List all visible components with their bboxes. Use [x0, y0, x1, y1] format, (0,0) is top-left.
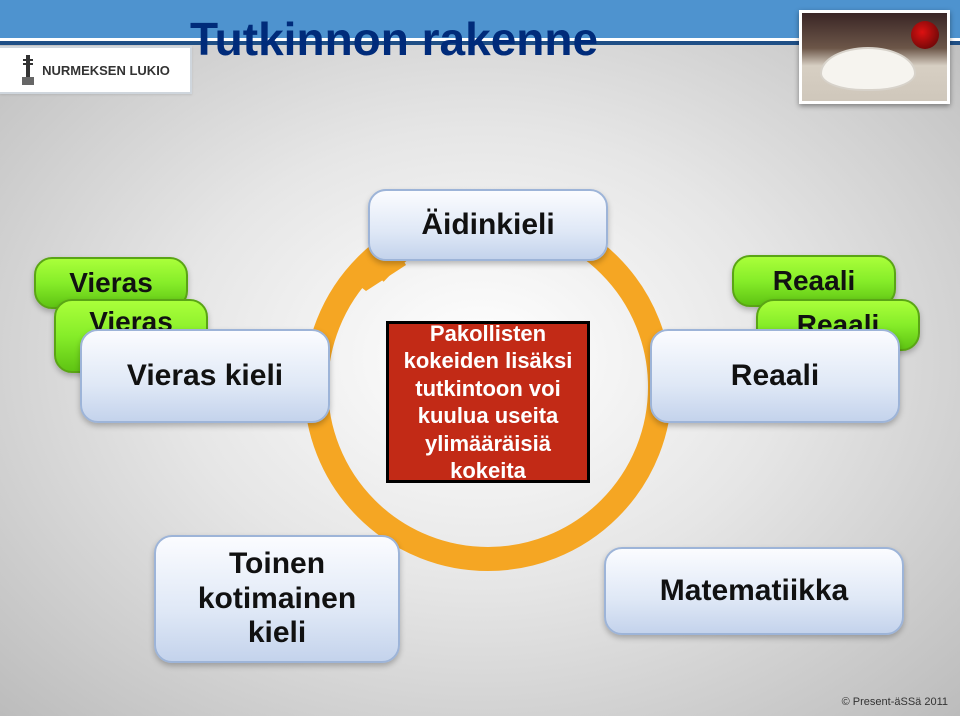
node-label: Reaali	[773, 265, 856, 297]
node-label: Reaali	[731, 359, 819, 393]
node-aidinkieli: Äidinkieli	[368, 189, 608, 261]
center-text: Pakollisten kokeiden lisäksi tutkintoon …	[389, 320, 587, 485]
node-label: Äidinkieli	[421, 208, 554, 242]
node-matematiikka: Matematiikka	[604, 547, 904, 635]
node-vieras-kieli: Vieras kieli	[80, 329, 330, 423]
diagram-stage: Äidinkieli Vieras Vieras kieli Vieras ki…	[0, 115, 960, 716]
school-logo: NURMEKSEN LUKIO	[0, 46, 192, 94]
node-label: Vieras	[69, 267, 153, 299]
node-label: Matematiikka	[660, 574, 848, 608]
header-photo	[799, 10, 950, 104]
logo-text: NURMEKSEN LUKIO	[42, 63, 170, 78]
logo-icon	[20, 55, 36, 85]
copyright: © Present-äSSä 2011	[842, 696, 948, 708]
node-label: Toinen kotimainen kieli	[198, 547, 356, 651]
page-title: Tutkinnon rakenne	[160, 0, 628, 96]
node-reaali: Reaali	[650, 329, 900, 423]
node-label: Vieras kieli	[127, 359, 283, 393]
header: Tutkinnon rakenne NURMEKSEN LUKIO	[0, 0, 960, 115]
node-toinen-kotimainen: Toinen kotimainen kieli	[154, 535, 400, 663]
center-info-box: Pakollisten kokeiden lisäksi tutkintoon …	[386, 321, 590, 483]
